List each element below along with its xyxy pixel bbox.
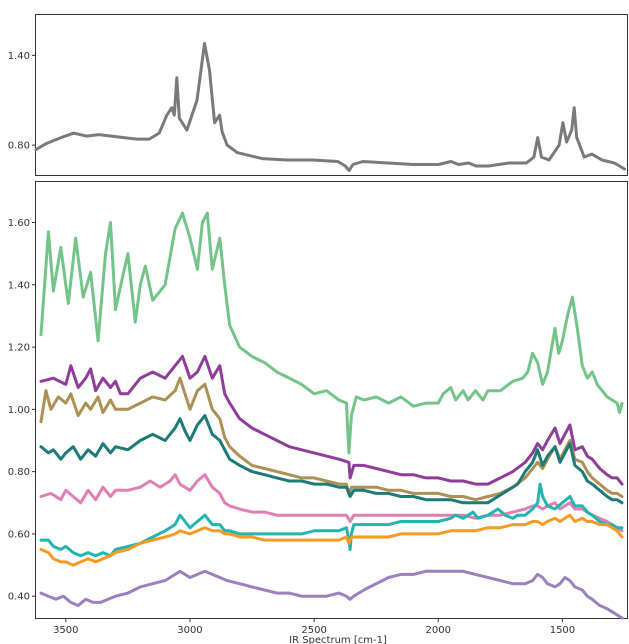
x-tick-label: 2000 [426,625,451,636]
x-tick-label: 2500 [301,625,326,636]
sample-plot-frame [35,181,628,619]
sample-spectrum-line-4 [39,414,624,505]
x-tick-label: 3000 [177,625,202,636]
sample-spectrum-line-1 [39,211,624,455]
y-tick-label: 0.60 [8,529,30,540]
reference-spectrum-panel: 0.80 1.40 [8,14,628,176]
y-tick-label: 1.40 [8,280,30,291]
reference-plot-frame [35,14,628,176]
y-tick-label: 1.20 [8,343,30,354]
y-tick-label: 1.40 [8,51,30,62]
x-tick-label: 1500 [550,625,575,636]
y-tick-label: 0.80 [8,141,30,152]
sample-spectrum-line-2 [39,354,624,486]
sample-spectrum-line-7 [39,513,624,567]
x-tick-label: 3500 [53,625,78,636]
y-tick-label: 0.40 [8,592,30,603]
sample-spectrum-line-8 [39,569,624,620]
y-tick-label: 0.80 [8,467,30,478]
y-tick-label: 1.60 [8,218,30,229]
sample-spectrum-line-6 [39,482,624,558]
y-tick-label: 1.00 [8,405,30,416]
sample-spectra-panel: 0.40 0.60 0.80 1.00 1.20 1.40 1.60 3500 3000 250… [8,181,628,644]
sample-spectrum-line-5 [39,473,624,533]
x-axis-label: IR Spectrum [cm-1] [289,635,387,644]
reference-spectrum-line-1 [34,41,626,172]
